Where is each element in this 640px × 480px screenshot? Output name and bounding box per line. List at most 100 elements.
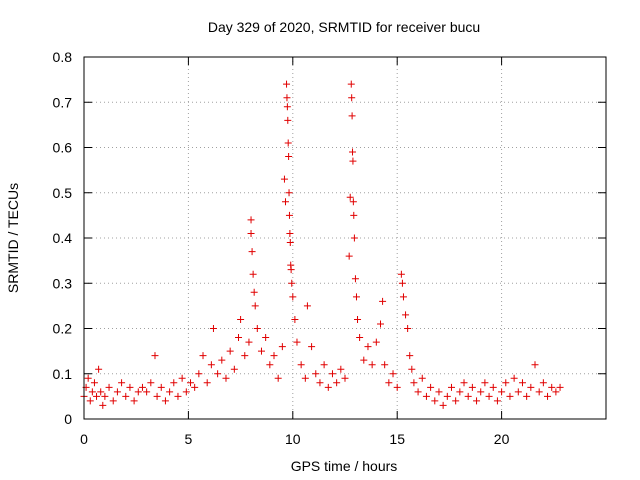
- data-point: [293, 338, 301, 346]
- data-point: [328, 370, 336, 378]
- data-point: [284, 116, 292, 124]
- data-point: [122, 392, 130, 400]
- data-point: [477, 388, 485, 396]
- data-point: [143, 388, 151, 396]
- data-point: [456, 388, 464, 396]
- grid-lines: [84, 57, 606, 419]
- data-point: [90, 379, 98, 387]
- data-point: [348, 94, 356, 102]
- data-point: [257, 347, 265, 355]
- data-point: [346, 193, 354, 201]
- data-point: [247, 216, 255, 224]
- x-tick-label: 20: [494, 431, 510, 447]
- data-point: [270, 352, 278, 360]
- data-point: [249, 270, 257, 278]
- data-point: [147, 379, 155, 387]
- data-point: [308, 343, 316, 351]
- data-point: [251, 302, 259, 310]
- data-point: [464, 392, 472, 400]
- data-point: [356, 334, 364, 342]
- data-point: [348, 112, 356, 120]
- data-point: [230, 365, 238, 373]
- data-point: [351, 275, 359, 283]
- data-point: [153, 392, 161, 400]
- data-point: [138, 383, 146, 391]
- y-axis-label: SRMTID / TECUs: [5, 183, 21, 293]
- data-point: [289, 293, 297, 301]
- data-point: [481, 379, 489, 387]
- data-point: [404, 325, 412, 332]
- data-point: [349, 148, 357, 156]
- x-tick-label: 10: [285, 431, 301, 447]
- data-point: [134, 388, 142, 396]
- data-point: [286, 239, 294, 247]
- data-point: [489, 383, 497, 391]
- data-point: [408, 365, 416, 373]
- data-point: [113, 388, 121, 396]
- data-point: [178, 374, 186, 382]
- data-point: [166, 388, 174, 396]
- data-point: [418, 374, 426, 382]
- data-point: [316, 379, 324, 387]
- data-point: [531, 361, 539, 369]
- x-tick-label: 0: [80, 431, 88, 447]
- data-point: [556, 383, 564, 391]
- y-tick-label: 0.8: [53, 49, 73, 65]
- data-point: [312, 370, 320, 378]
- data-point: [539, 379, 547, 387]
- data-point: [333, 379, 341, 387]
- data-point: [518, 379, 526, 387]
- data-point: [376, 320, 384, 328]
- data-point: [422, 392, 430, 400]
- data-point: [281, 198, 289, 206]
- data-point: [101, 392, 109, 400]
- data-point: [385, 379, 393, 387]
- data-point: [222, 374, 230, 382]
- data-point: [237, 315, 245, 323]
- data-point: [544, 392, 552, 400]
- data-point: [345, 252, 353, 260]
- data-point: [95, 365, 103, 373]
- data-point: [88, 388, 96, 396]
- y-tick-label: 0.4: [53, 230, 73, 246]
- data-point: [372, 338, 380, 346]
- data-point: [235, 334, 243, 342]
- x-axis-label: GPS time / hours: [291, 458, 398, 474]
- data-point: [379, 297, 387, 305]
- data-point: [241, 352, 249, 360]
- data-point: [402, 311, 410, 319]
- data-point: [431, 397, 439, 405]
- data-point: [410, 379, 418, 387]
- data-point: [447, 383, 455, 391]
- data-point: [109, 397, 117, 405]
- data-point: [288, 279, 296, 287]
- data-point: [493, 397, 501, 405]
- data-point: [303, 302, 311, 310]
- x-tick-label: 5: [185, 431, 193, 447]
- data-point: [368, 361, 376, 369]
- data-point: [126, 383, 134, 391]
- data-point: [209, 325, 217, 332]
- data-point: [468, 383, 476, 391]
- data-point: [452, 397, 460, 405]
- data-point: [381, 361, 389, 369]
- data-point: [170, 379, 178, 387]
- data-point: [535, 388, 543, 396]
- data-point: [548, 383, 556, 391]
- data-point: [218, 356, 226, 364]
- data-point: [347, 80, 355, 88]
- data-point: [203, 379, 211, 387]
- data-point: [498, 388, 506, 396]
- data-point: [485, 392, 493, 400]
- data-point: [286, 229, 294, 237]
- data-point: [393, 383, 401, 391]
- data-point: [460, 379, 468, 387]
- data-point: [398, 279, 406, 287]
- data-point: [248, 248, 256, 256]
- y-tick-label: 0.1: [53, 366, 73, 382]
- data-point: [195, 370, 203, 378]
- data-point: [287, 266, 295, 274]
- data-point: [105, 383, 113, 391]
- data-point: [443, 392, 451, 400]
